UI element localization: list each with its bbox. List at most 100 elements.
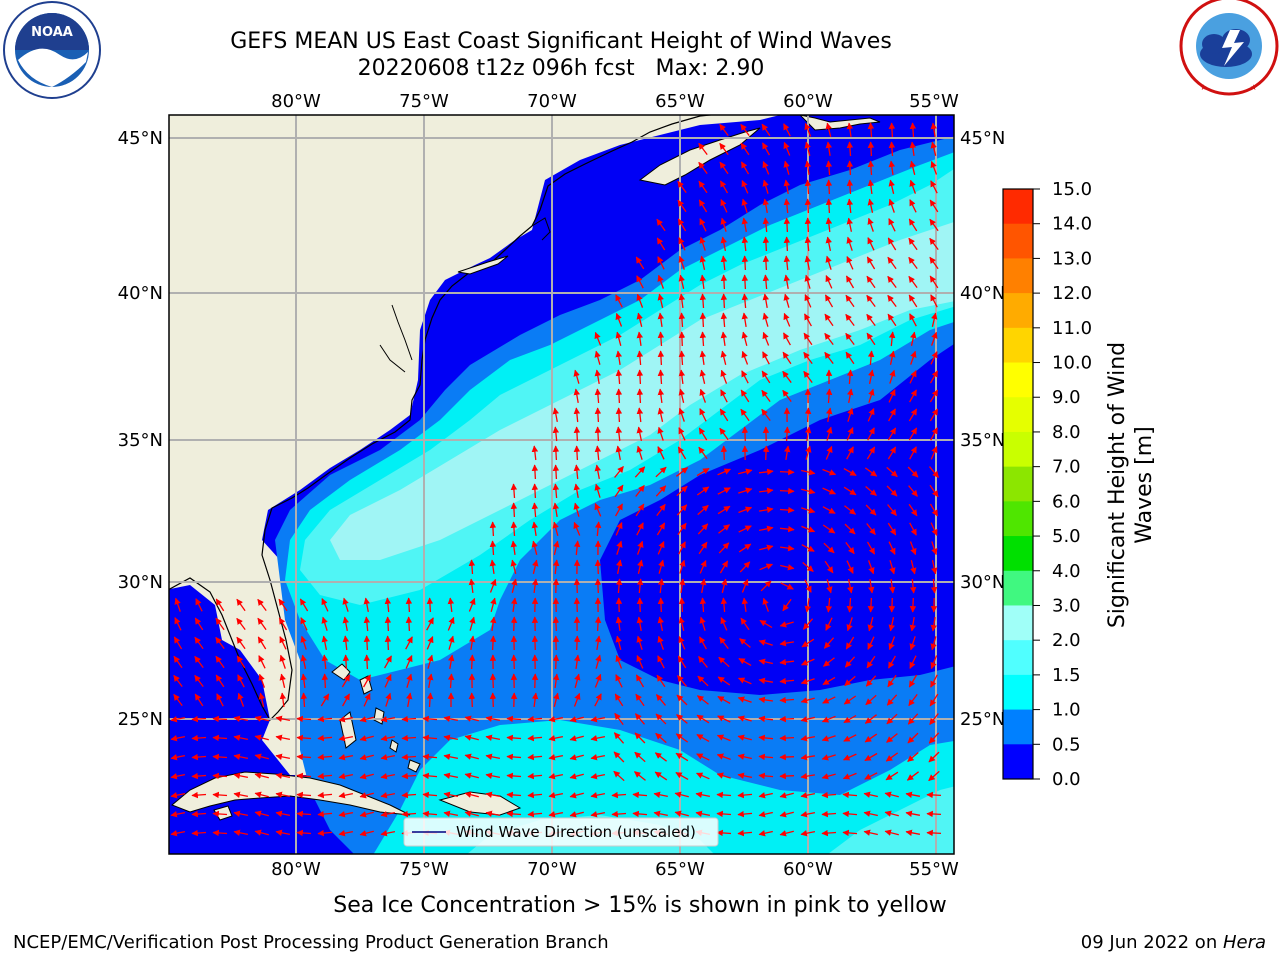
- wave-arrow: [636, 293, 644, 308]
- wave-arrow: [846, 597, 854, 613]
- wave-arrow: [447, 673, 455, 689]
- wave-arrow: [573, 521, 581, 536]
- wave-arrow: [674, 810, 689, 817]
- wave-arrow: [594, 331, 602, 346]
- wave-arrow: [531, 635, 539, 651]
- wave-arrow: [843, 734, 857, 742]
- wave-arrow: [717, 676, 731, 686]
- wave-arrow: [636, 522, 644, 536]
- wave-arrow: [908, 294, 918, 308]
- colorbar-tick-label: 0.0: [1052, 769, 1081, 790]
- wave-arrow: [800, 792, 816, 799]
- wave-arrow: [825, 217, 833, 233]
- wave-arrow: [906, 771, 919, 781]
- wave-arrow: [510, 616, 518, 632]
- wave-arrow: [720, 389, 728, 403]
- wave-arrow: [698, 541, 708, 555]
- wave-arrow: [614, 712, 624, 725]
- wave-arrow: [532, 559, 539, 574]
- wave-arrow: [634, 751, 646, 763]
- wave-arrow: [699, 388, 707, 403]
- wave-arrow: [864, 752, 878, 762]
- wave-arrow: [782, 370, 792, 383]
- wave-arrow: [908, 237, 918, 251]
- wave-arrow: [846, 256, 854, 270]
- wave-arrow: [569, 773, 584, 780]
- wave-arrow: [719, 560, 729, 574]
- wave-arrow: [720, 312, 728, 328]
- colorbar-cell: [1003, 501, 1033, 537]
- wave-arrow: [739, 638, 751, 648]
- wave-arrow: [720, 293, 728, 309]
- wave-arrow: [720, 255, 728, 271]
- wave-arrow: [758, 811, 773, 818]
- wave-arrow: [531, 540, 538, 555]
- wave-arrow: [615, 312, 623, 327]
- wave-arrow: [278, 598, 288, 612]
- wave-arrow: [866, 275, 876, 289]
- wave-arrow: [824, 332, 834, 345]
- wave-arrow: [720, 369, 728, 384]
- lon-label: 65°W: [655, 859, 705, 880]
- wave-arrow: [783, 179, 791, 195]
- wave-arrow: [258, 692, 265, 707]
- wave-arrow: [762, 198, 769, 214]
- wave-arrow: [506, 810, 522, 818]
- wave-arrow: [842, 791, 858, 799]
- wave-arrow: [363, 597, 370, 613]
- wave-arrow: [342, 597, 349, 612]
- colorbar-cell: [1003, 674, 1033, 711]
- colorbar-cell: [1003, 570, 1033, 606]
- wave-arrow: [737, 696, 752, 703]
- wave-arrow: [590, 754, 606, 761]
- wave-arrow: [406, 692, 413, 708]
- wave-arrow: [889, 560, 896, 575]
- colorbar-cell: [1003, 327, 1033, 364]
- wave-arrow: [553, 540, 560, 555]
- colorbar-tick-label: 3.0: [1052, 595, 1081, 616]
- wave-arrow: [573, 445, 581, 461]
- wave-arrow: [866, 541, 876, 555]
- wave-arrow: [886, 694, 898, 706]
- wave-arrow: [170, 735, 186, 742]
- wave-arrow: [275, 772, 291, 779]
- wave-arrow: [636, 275, 644, 289]
- wave-arrow: [527, 734, 543, 742]
- wave-arrow: [779, 811, 794, 818]
- wave-arrow: [719, 142, 729, 155]
- wave-arrow: [845, 332, 855, 345]
- lat-label: 45°N: [960, 128, 1005, 149]
- wave-arrow: [506, 772, 522, 780]
- wave-arrow: [594, 369, 602, 385]
- lat-label: 35°N: [960, 430, 1005, 451]
- wave-arrow: [801, 638, 815, 648]
- wave-arrow: [636, 388, 644, 404]
- wave-arrow: [506, 715, 522, 723]
- wave-arrow: [296, 829, 312, 837]
- wave-arrow: [822, 506, 836, 514]
- wave-arrow: [824, 351, 834, 364]
- wave-arrow: [215, 674, 225, 688]
- wave-arrow: [741, 426, 749, 442]
- nws-logo: ★ ★: [1179, 0, 1279, 96]
- wave-arrow: [573, 369, 580, 384]
- wave-arrow: [678, 312, 686, 328]
- wave-arrow: [338, 792, 354, 799]
- wave-arrow: [468, 597, 476, 612]
- colorbar-cell: [1003, 709, 1033, 745]
- lon-labels-top: 80°W 75°W 70°W 65°W 60°W 55°W: [271, 91, 959, 112]
- wave-arrow: [678, 578, 686, 593]
- wave-arrow: [490, 597, 497, 612]
- wave-arrow: [779, 830, 794, 837]
- wave-arrow: [783, 217, 791, 233]
- wave-arrow: [821, 715, 836, 723]
- wave-arrow: [908, 694, 918, 707]
- wave-arrow: [865, 486, 877, 496]
- wave-arrow: [905, 810, 921, 817]
- chesapeake-bay: [379, 304, 413, 373]
- wave-arrow: [699, 293, 707, 309]
- wave-arrow: [254, 772, 269, 779]
- wave-arrow: [738, 468, 753, 475]
- wave-arrow: [930, 636, 937, 651]
- wave-arrow: [909, 160, 916, 175]
